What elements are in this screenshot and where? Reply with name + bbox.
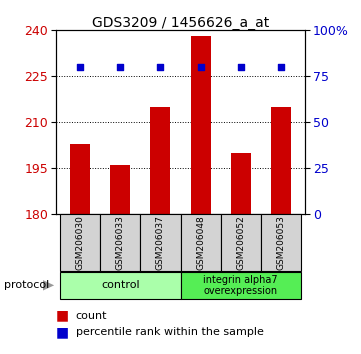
Bar [70,144,90,214]
Text: GSM206053: GSM206053 [277,215,286,270]
Text: ■: ■ [56,309,69,323]
Bar [60,272,180,299]
Point [278,64,284,70]
Bar [231,153,251,214]
Bar [110,165,130,214]
Text: GSM206033: GSM206033 [116,215,125,270]
Text: integrin alpha7
overexpression: integrin alpha7 overexpression [204,274,278,296]
Text: ■: ■ [56,325,69,339]
Bar [100,214,140,271]
Text: GSM206037: GSM206037 [156,215,165,270]
Bar [60,214,100,271]
Point [238,64,244,70]
Text: GSM206048: GSM206048 [196,215,205,270]
Text: count: count [76,311,107,321]
Bar [261,214,301,271]
Bar [221,214,261,271]
Text: GDS3209 / 1456626_a_at: GDS3209 / 1456626_a_at [92,16,269,30]
Text: percentile rank within the sample: percentile rank within the sample [76,327,264,337]
Bar [180,214,221,271]
Point [77,64,83,70]
Bar [140,214,180,271]
Polygon shape [43,280,54,291]
Point [157,64,163,70]
Text: protocol: protocol [4,280,49,290]
Bar [191,36,210,214]
Point [117,64,123,70]
Text: GSM206052: GSM206052 [236,215,245,270]
Point [198,64,204,70]
Bar [151,107,170,214]
Bar [180,272,301,299]
Text: GSM206030: GSM206030 [75,215,84,270]
Bar [271,107,291,214]
Text: control: control [101,280,140,290]
